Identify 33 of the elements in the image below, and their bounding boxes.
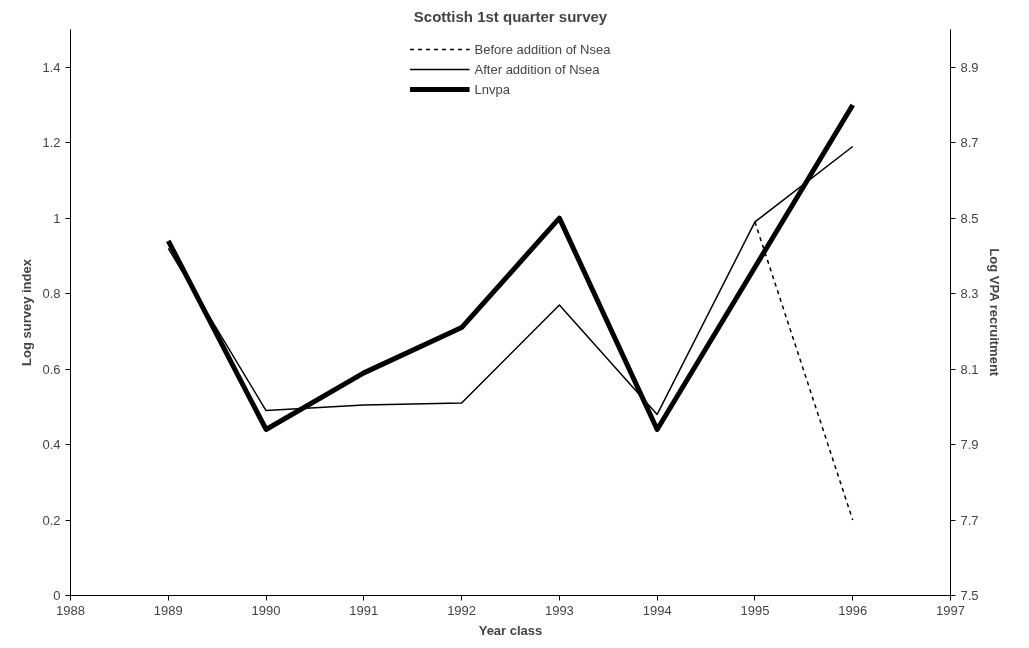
y-tick-label: 1 bbox=[53, 210, 61, 226]
y-tick-label: 0.4 bbox=[42, 437, 61, 453]
y2-tick-label: 7.9 bbox=[960, 437, 979, 453]
y2-tick-label: 7.7 bbox=[960, 512, 979, 528]
x-tick-label: 1991 bbox=[349, 602, 379, 618]
y-tick-label: 0.2 bbox=[42, 512, 61, 528]
legend-label: After addition of Nsea bbox=[474, 61, 600, 77]
legend-label: Before addition of Nsea bbox=[474, 41, 611, 57]
chart-title: Scottish 1st quarter survey bbox=[413, 7, 608, 25]
x-tick-label: 1994 bbox=[642, 602, 672, 618]
y-tick-label: 0 bbox=[53, 588, 61, 603]
x-tick-label: 1989 bbox=[153, 602, 183, 618]
x-tick-label: 1992 bbox=[447, 602, 477, 618]
x-tick-label: 1997 bbox=[936, 602, 965, 618]
y-tick-label: 1.2 bbox=[42, 135, 61, 151]
y2-tick-label: 8.7 bbox=[960, 135, 979, 151]
x-tick-label: 1996 bbox=[838, 602, 868, 618]
y2-tick-label: 8.9 bbox=[960, 59, 979, 75]
x-tick-label: 1988 bbox=[56, 602, 85, 618]
y-tick-label: 1.4 bbox=[42, 59, 61, 75]
y2-tick-label: 8.5 bbox=[960, 210, 979, 226]
y2-axis-title: Log VPA recruitment bbox=[986, 248, 1002, 377]
legend-label: Lnvpa bbox=[474, 81, 510, 97]
x-axis-title: Year class bbox=[478, 622, 543, 638]
y2-tick-label: 8.1 bbox=[960, 361, 979, 377]
y-tick-label: 0.8 bbox=[42, 286, 61, 302]
x-tick-label: 1993 bbox=[544, 602, 574, 618]
y-axis-title: Log survey index bbox=[19, 258, 35, 366]
y-tick-label: 0.6 bbox=[42, 361, 61, 377]
y2-tick-label: 7.5 bbox=[960, 588, 979, 603]
x-tick-label: 1995 bbox=[740, 602, 770, 618]
y2-tick-label: 8.3 bbox=[960, 286, 979, 302]
x-tick-label: 1990 bbox=[251, 602, 281, 618]
